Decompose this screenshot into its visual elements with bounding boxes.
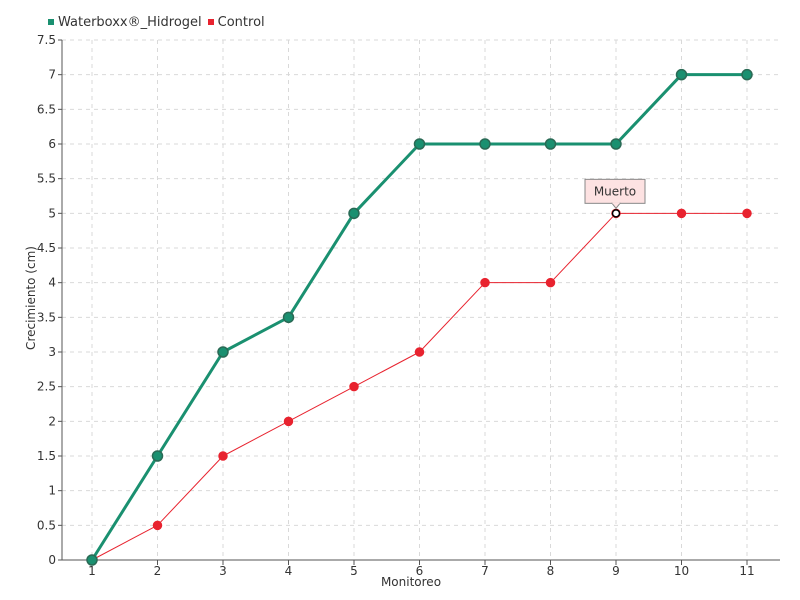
y-tick-label: 1.5 bbox=[37, 449, 56, 463]
x-tick-label: 7 bbox=[481, 564, 489, 578]
legend-item-waterboxx[interactable]: Waterboxx®_Hidrogel bbox=[48, 15, 202, 30]
y-tick-label: 6.5 bbox=[37, 102, 56, 116]
y-tick-label: 0.5 bbox=[37, 518, 56, 532]
data-point-waterboxx[interactable] bbox=[217, 346, 229, 358]
data-point-control[interactable] bbox=[218, 451, 228, 461]
x-axis-label: Monitoreo bbox=[381, 575, 441, 589]
y-tick-label: 4 bbox=[48, 276, 56, 290]
legend-swatch-control bbox=[207, 19, 214, 25]
x-tick-label: 5 bbox=[350, 564, 358, 578]
data-point-waterboxx[interactable] bbox=[282, 311, 295, 324]
y-tick-label: 2.5 bbox=[37, 380, 56, 394]
y-tick-label: 4.5 bbox=[37, 241, 56, 255]
annotation-box bbox=[584, 178, 646, 204]
x-tick-label: 4 bbox=[285, 564, 293, 578]
data-point-waterboxx[interactable] bbox=[348, 207, 360, 220]
data-point-waterboxx[interactable] bbox=[479, 138, 491, 150]
legend: Waterboxx®_Hidrogel Control bbox=[48, 12, 271, 32]
legend-item-control[interactable]: Control bbox=[207, 14, 265, 30]
y-tick-label: 5 bbox=[48, 206, 56, 220]
data-point-waterboxx[interactable] bbox=[544, 138, 557, 150]
legend-label-control: Control bbox=[217, 14, 265, 30]
x-tick-label: 6 bbox=[416, 564, 424, 578]
data-point-control[interactable] bbox=[480, 277, 490, 288]
y-tick-label: 0 bbox=[48, 553, 56, 567]
y-tick-label: 3.5 bbox=[37, 310, 56, 324]
data-point-control[interactable] bbox=[414, 347, 425, 357]
x-tick-label: 11 bbox=[739, 564, 754, 578]
data-point-control[interactable] bbox=[349, 381, 359, 392]
data-point-waterboxx[interactable] bbox=[151, 450, 164, 462]
y-tick-label: 5.5 bbox=[37, 172, 56, 186]
data-point-waterboxx[interactable] bbox=[675, 68, 688, 81]
x-tick-label: 10 bbox=[674, 564, 689, 578]
data-point-waterboxx[interactable] bbox=[610, 138, 622, 150]
x-tick-label: 3 bbox=[219, 564, 227, 578]
y-tick-label: 1 bbox=[48, 484, 56, 498]
y-tick-label: 2 bbox=[48, 414, 56, 428]
y-axis-label: Crecimiento (cm) bbox=[24, 246, 38, 350]
legend-swatch-waterboxx bbox=[48, 19, 54, 25]
data-point-waterboxx[interactable] bbox=[86, 554, 98, 566]
y-tick-label: 3 bbox=[48, 345, 56, 359]
y-tick-label: 7.5 bbox=[37, 33, 56, 47]
annotation-label: Muerto bbox=[594, 184, 636, 198]
y-tick-label: 6 bbox=[48, 137, 56, 151]
data-point-control[interactable] bbox=[742, 208, 752, 219]
data-point-waterboxx[interactable] bbox=[413, 138, 426, 150]
legend-label-waterboxx: Waterboxx®_Hidrogel bbox=[58, 14, 202, 30]
data-point-waterboxx[interactable] bbox=[741, 68, 753, 81]
data-point-control[interactable] bbox=[283, 416, 294, 427]
x-tick-label: 9 bbox=[612, 564, 620, 578]
x-tick-label: 1 bbox=[88, 564, 96, 578]
x-tick-label: 8 bbox=[547, 564, 555, 578]
x-tick-label: 2 bbox=[154, 564, 162, 578]
data-point-control[interactable] bbox=[152, 520, 163, 531]
annotation-marker bbox=[611, 209, 621, 218]
y-tick-label: 7 bbox=[48, 68, 56, 82]
data-point-control[interactable] bbox=[676, 208, 687, 219]
data-point-control[interactable] bbox=[545, 277, 556, 288]
